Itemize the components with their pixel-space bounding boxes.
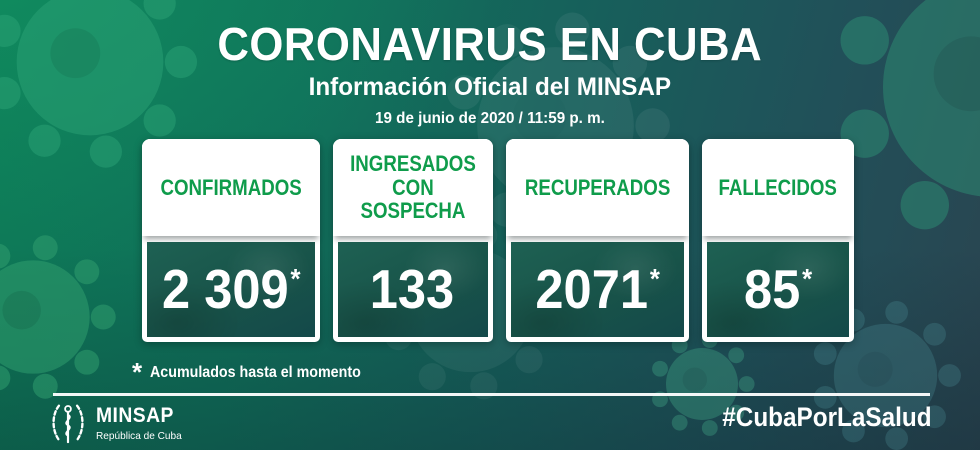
stat-label: RECUPERADOS	[524, 174, 671, 200]
campaign-hashtag: #CubaPorLaSalud	[722, 402, 932, 432]
stat-value: 2 309*	[161, 258, 301, 320]
asterisk-marker: *	[802, 263, 813, 294]
virus-blob-icon	[0, 235, 116, 399]
stat-value: 85*	[743, 258, 813, 320]
stat-card-recuperados: RECUPERADOS 2071*	[506, 139, 690, 342]
report-date: 19 de junio de 2020 / 11:59 p. m.	[375, 109, 605, 127]
stat-value: 133	[370, 258, 455, 320]
asterisk-marker: *	[290, 263, 301, 294]
page-title: CORONAVIRUS EN CUBA	[217, 18, 763, 70]
stat-card-confirmados: CONFIRMADOS 2 309*	[142, 139, 321, 342]
stat-value-panel: 2071*	[511, 242, 685, 337]
org-subtitle: República de Cuba	[96, 429, 182, 442]
stat-label: INGRESADOS CON SOSPECHA	[350, 150, 477, 224]
stat-card-fallecidos: FALLECIDOS 85*	[702, 139, 854, 342]
stat-value-panel: 133	[338, 242, 489, 337]
header: CORONAVIRUS EN CUBA Información Oficial …	[0, 21, 980, 128]
stat-label: CONFIRMADOS	[160, 174, 302, 200]
footer-divider	[53, 393, 930, 396]
stat-value-panel: 85*	[707, 242, 849, 337]
stat-card-header: RECUPERADOS	[506, 139, 690, 236]
stat-card-header: INGRESADOS CON SOSPECHA	[333, 139, 494, 236]
stat-label: FALLECIDOS	[718, 174, 838, 200]
footnote: * Acumulados hasta el momento	[132, 359, 379, 385]
stat-card-header: FALLECIDOS	[702, 139, 854, 236]
footnote-asterisk: *	[132, 357, 143, 387]
stat-card-header: CONFIRMADOS	[142, 139, 321, 236]
stat-value: 2071*	[535, 258, 660, 320]
page-subtitle: Información Oficial del MINSAP	[308, 72, 672, 101]
stat-value-panel: 2 309*	[147, 242, 316, 337]
stats-cards-row: CONFIRMADOS 2 309* INGRESADOS CON SOSPEC…	[142, 139, 854, 342]
asterisk-marker: *	[649, 263, 660, 294]
footnote-text: Acumulados hasta el momento	[150, 364, 361, 381]
org-name: MINSAP	[96, 403, 174, 427]
minsap-emblem-icon	[52, 404, 84, 444]
stat-card-ingresados: INGRESADOS CON SOSPECHA 133	[333, 139, 494, 342]
minsap-logo: MINSAP República de Cuba	[48, 401, 185, 445]
